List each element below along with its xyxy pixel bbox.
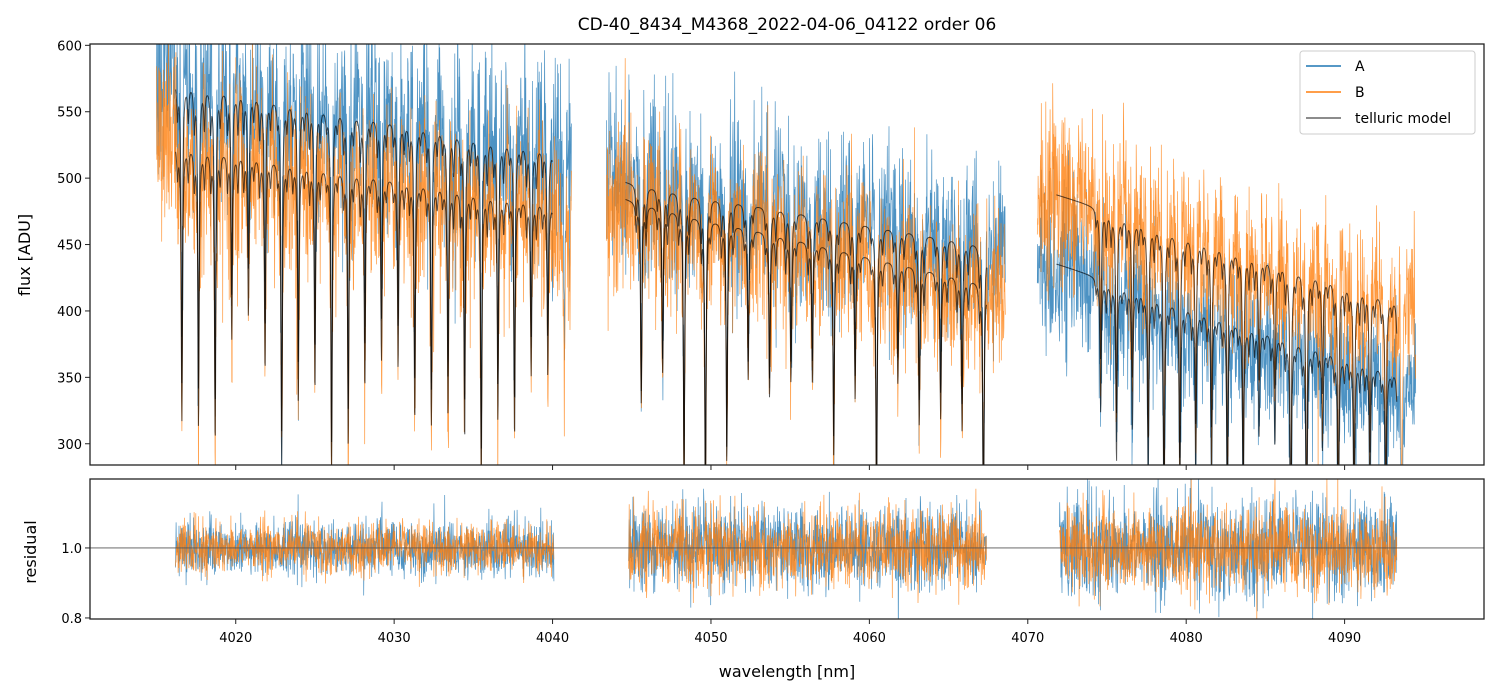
flux-panel: 300 350 400 450 500 550 600 (57, 39, 1485, 470)
telluric-model-b-segment-1 (625, 199, 987, 465)
y-tick-label: 1.0 (61, 542, 82, 557)
legend: A B telluric model (1299, 50, 1476, 135)
y-tick-label: 550 (57, 106, 82, 121)
x-tick-label: 4070 (1011, 631, 1044, 646)
y-tick-label: 0.8 (61, 612, 82, 627)
flux-axes-frame (89, 43, 1485, 466)
x-tick-label: 4050 (694, 631, 727, 646)
x-axis-label: wavelength [nm] (719, 662, 856, 681)
y-tick-label: 400 (57, 305, 82, 320)
legend-label-model: telluric model (1355, 111, 1451, 127)
telluric-model-a-segment-1 (625, 181, 987, 465)
x-tick-label: 4040 (536, 631, 569, 646)
y-tick-label: 500 (57, 172, 82, 187)
chart-title: CD-40_8434_M4368_2022-04-06_04122 order … (578, 15, 997, 35)
telluric-model-b-segment-0 (175, 151, 553, 465)
y-tick-label: 350 (57, 371, 82, 386)
residual-a-segment-1 (628, 488, 987, 619)
residual-panel: 0.8 1.0 4020 4030 4040 4050 4060 4070 4080 4090 (61, 478, 1485, 646)
y-tick-label: 600 (57, 39, 82, 54)
x-tick-label: 4080 (1170, 631, 1203, 646)
telluric-model-a-segment-0 (175, 89, 553, 449)
y-tick-label: 300 (57, 438, 82, 453)
y-axis-label-residual: residual (21, 520, 40, 583)
x-tick-label: 4020 (219, 631, 252, 646)
legend-label-a: A (1355, 59, 1365, 75)
series-b-segment-1 (606, 58, 1006, 465)
residual-b-segment-0 (175, 510, 555, 587)
telluric-model-b-segment-2 (1056, 194, 1398, 465)
residual-b-segment-2 (1059, 479, 1398, 619)
x-tick-label: 4090 (1328, 631, 1361, 646)
residual-axes-frame (89, 478, 1485, 620)
x-tick-label: 4060 (853, 631, 886, 646)
residual-b-segment-1 (628, 488, 987, 605)
legend-label-b: B (1355, 85, 1365, 101)
y-axis-label-flux: flux [ADU] (15, 214, 34, 296)
x-tick-label: 4030 (378, 631, 411, 646)
y-tick-label: 450 (57, 239, 82, 254)
